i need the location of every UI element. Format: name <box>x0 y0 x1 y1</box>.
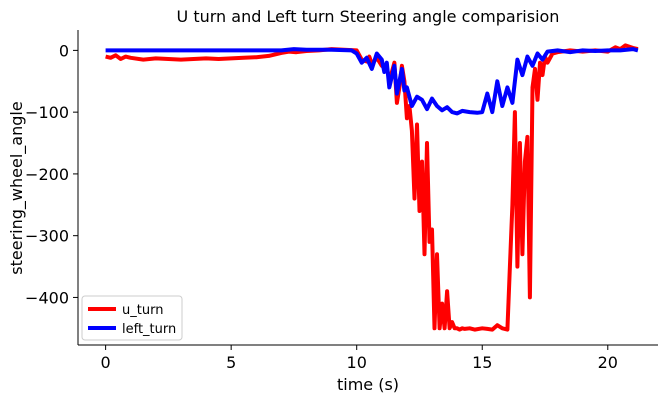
y-tick-label: 0 <box>59 41 69 60</box>
plot-lines <box>105 43 639 332</box>
y-tick-label: −300 <box>25 227 69 246</box>
y-tick-label: −400 <box>25 288 69 307</box>
series-line-u-turn <box>105 43 639 332</box>
x-ticks: 0 5 10 15 20 <box>101 345 618 372</box>
y-axis-title: steering_wheel_angle <box>7 101 27 274</box>
legend: u_turn left_turn <box>81 295 183 341</box>
y-tick-label: −200 <box>25 165 69 184</box>
x-tick-label: 0 <box>101 353 111 372</box>
series-line-left-turn <box>105 47 639 116</box>
legend-label-left-turn: left_turn <box>122 322 176 337</box>
x-tick-label: 5 <box>226 353 236 372</box>
legend-label-u-turn: u_turn <box>122 303 163 318</box>
y-ticks: 0 −100 −200 −300 −400 <box>25 41 78 307</box>
chart-title: U turn and Left turn Steering angle comp… <box>177 7 560 26</box>
x-axis-title: time (s) <box>337 375 399 394</box>
x-tick-label: 10 <box>347 353 367 372</box>
x-tick-label: 20 <box>598 353 618 372</box>
x-tick-label: 15 <box>472 353 492 372</box>
y-tick-label: −100 <box>25 103 69 122</box>
